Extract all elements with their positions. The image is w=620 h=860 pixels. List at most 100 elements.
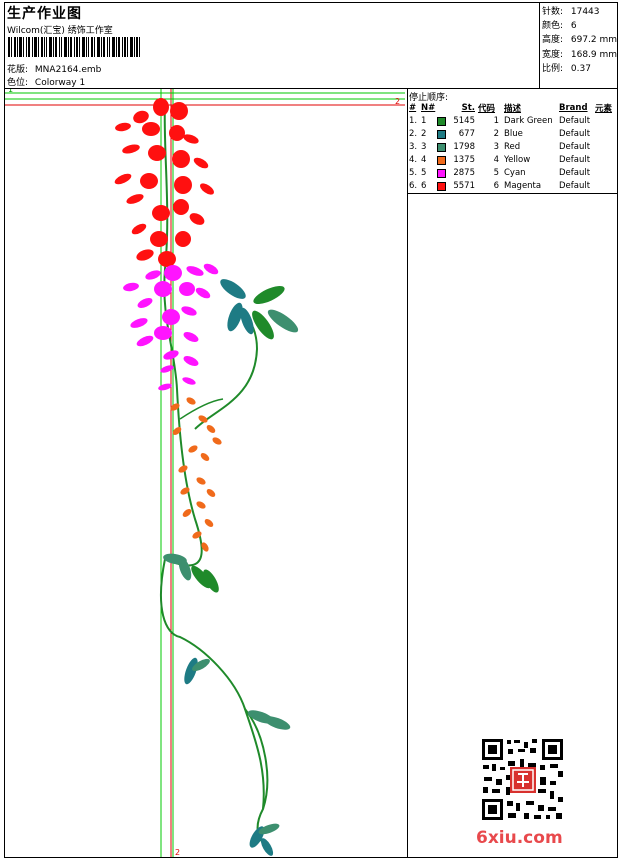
- stitch-count: 677: [458, 128, 475, 139]
- embroidery-design-preview: 1 2 2: [5, 89, 405, 857]
- color-swatch: [437, 181, 446, 191]
- leaf-cluster-lower-right: [247, 710, 291, 730]
- watermark-text: 6xiu.com: [476, 828, 563, 848]
- design-file-row: 花版: MNA2164.emb: [7, 62, 101, 75]
- table-row: 4. 4 1375 4 Yellow Default: [409, 153, 619, 166]
- row-element: [595, 153, 619, 166]
- row-brand: Default: [559, 128, 591, 139]
- row-needle: 3: [421, 141, 427, 152]
- table-row: 1. 1 5145 1 Dark Green Default: [409, 114, 619, 127]
- row-needle: 5: [421, 167, 427, 178]
- row-brand: Default: [559, 154, 591, 165]
- row-stitches: 1375: [437, 153, 478, 166]
- row-desc: Yellow: [504, 154, 531, 165]
- row-num: 2.: [409, 128, 418, 139]
- row-needle: 6: [421, 180, 427, 191]
- stop-sequence-table: # N# St. 代码 描述 Brand 元素 1. 1 5145 1 Dark Gre…: [409, 102, 619, 192]
- panel-divider: [407, 194, 408, 858]
- stat-height: 高度: 697.2 mm: [542, 35, 618, 46]
- color-swatch: [437, 155, 446, 165]
- vine-twig: [179, 398, 224, 420]
- row-desc: Blue: [504, 128, 523, 139]
- row-code: 2: [493, 128, 499, 139]
- stitch-count: 5571: [453, 180, 475, 191]
- flower-cluster-magenta: [123, 263, 219, 391]
- row-element: [595, 179, 619, 192]
- colorway-value: Colorway 1: [34, 78, 86, 88]
- row-needle: 4: [421, 154, 427, 165]
- leaf-cluster-lower: [184, 657, 210, 685]
- row-num: 5.: [409, 167, 418, 178]
- design-file-name: MNA2164.emb: [34, 65, 102, 75]
- col-needle: N#: [421, 103, 436, 113]
- production-sheet: [4, 2, 618, 858]
- flower-cluster-orange: [170, 397, 222, 552]
- color-swatch: [437, 142, 446, 152]
- colorway-label: 色位:: [7, 78, 29, 88]
- color-swatch: [437, 116, 446, 126]
- row-brand: Default: [559, 167, 591, 178]
- barcode-icon: [8, 37, 140, 57]
- design-stats: 针数: 17443 颜色: 6 高度: 697.2 mm 宽度: 168.9 m…: [542, 5, 617, 76]
- leaf-cluster-bottom: [249, 823, 280, 856]
- leaf-cluster-upper-green: [252, 285, 299, 340]
- colorway-row: 色位: Colorway 1: [7, 75, 85, 88]
- row-code: 5: [493, 167, 499, 178]
- table-row: 2. 2 677 2 Blue Default: [409, 127, 619, 140]
- table-row: 6. 6 5571 6 Magenta Default: [409, 179, 619, 192]
- qr-code-icon: [480, 737, 565, 822]
- stitch-count: 1798: [453, 141, 475, 152]
- row-num: 3.: [409, 141, 418, 152]
- row-brand: Default: [559, 115, 591, 126]
- col-stitches: St.: [461, 103, 475, 113]
- row-brand: Default: [559, 180, 591, 191]
- vine-tendril-2: [244, 708, 269, 842]
- studio-name: Wilcom(汇宝) 绣饰工作室: [7, 26, 113, 36]
- stat-width: 宽度: 168.9 mm: [542, 49, 618, 60]
- row-element: [595, 140, 619, 153]
- guide-mark-top-left: 1: [8, 89, 13, 94]
- row-stitches: 2875: [437, 166, 478, 179]
- stop-sequence-title: 停止顺序:: [409, 93, 449, 103]
- col-code: 代码: [478, 104, 496, 114]
- table-row: 5. 5 2875 5 Cyan Default: [409, 166, 619, 179]
- flower-cluster-red: [114, 98, 214, 267]
- color-swatch: [437, 168, 446, 178]
- row-brand: Default: [559, 141, 591, 152]
- stat-scale: 比例: 0.37: [542, 63, 591, 74]
- table-row: 3. 3 1798 3 Red Default: [409, 140, 619, 153]
- row-desc: Cyan: [504, 167, 526, 178]
- row-desc: Dark Green: [504, 115, 553, 126]
- leaf-cluster-upper: [220, 279, 254, 335]
- col-brand: Brand: [559, 103, 588, 113]
- col-desc: 描述: [504, 104, 522, 114]
- row-needle: 2: [421, 128, 427, 139]
- header-vertical-divider: [539, 2, 540, 88]
- row-element: [595, 127, 619, 140]
- table-header-row: # N# St. 代码 描述 Brand 元素: [409, 102, 619, 114]
- col-num: #: [409, 103, 417, 113]
- leaf-cluster-middle: [163, 553, 219, 593]
- stop-sequence-panel: [407, 88, 618, 194]
- row-num: 1.: [409, 115, 418, 126]
- row-num: 6.: [409, 180, 418, 191]
- color-swatch: [437, 129, 446, 139]
- row-desc: Magenta: [504, 180, 542, 191]
- row-code: 1: [493, 115, 499, 126]
- row-stitches: 1798: [437, 140, 478, 153]
- row-num: 4.: [409, 154, 418, 165]
- stat-colors: 颜色: 6: [542, 21, 577, 32]
- row-element: [595, 166, 619, 179]
- row-stitches: 677: [437, 127, 478, 140]
- stitch-count: 1375: [453, 154, 475, 165]
- stitch-count: 2875: [453, 167, 475, 178]
- vine-stem: [159, 100, 265, 810]
- design-label: 花版:: [7, 65, 29, 75]
- row-code: 3: [493, 141, 499, 152]
- header-divider: [4, 88, 618, 89]
- stat-stitches: 针数: 17443: [542, 7, 600, 17]
- col-element: 元素: [595, 104, 613, 114]
- row-code: 4: [493, 154, 499, 165]
- page-title: 生产作业图: [7, 6, 82, 22]
- row-stitches: 5571: [437, 179, 478, 192]
